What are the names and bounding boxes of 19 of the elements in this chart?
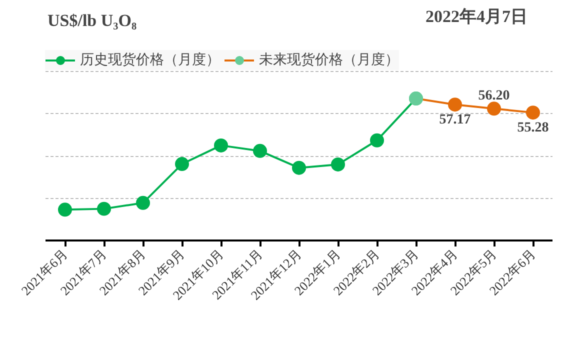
point [253, 144, 267, 158]
point [214, 138, 228, 152]
point [331, 157, 345, 172]
point [487, 102, 501, 116]
data-label: 57.17 [439, 112, 471, 128]
chart-subtitle: 2022年4月7日 [426, 7, 528, 26]
point [370, 133, 384, 148]
point [526, 106, 540, 120]
point [175, 157, 189, 172]
data-label: 55.28 [517, 120, 549, 136]
legend-label: 历史现货价格（月度） [80, 51, 220, 69]
point [292, 160, 306, 175]
point [97, 202, 111, 216]
chart-title: US$/lb U₃O₈ [48, 11, 137, 30]
data-label: 56.20 [478, 88, 510, 104]
point [58, 202, 72, 217]
legend-label: 未来现货价格（月度） [259, 51, 399, 69]
point [136, 196, 150, 210]
point [448, 98, 462, 112]
